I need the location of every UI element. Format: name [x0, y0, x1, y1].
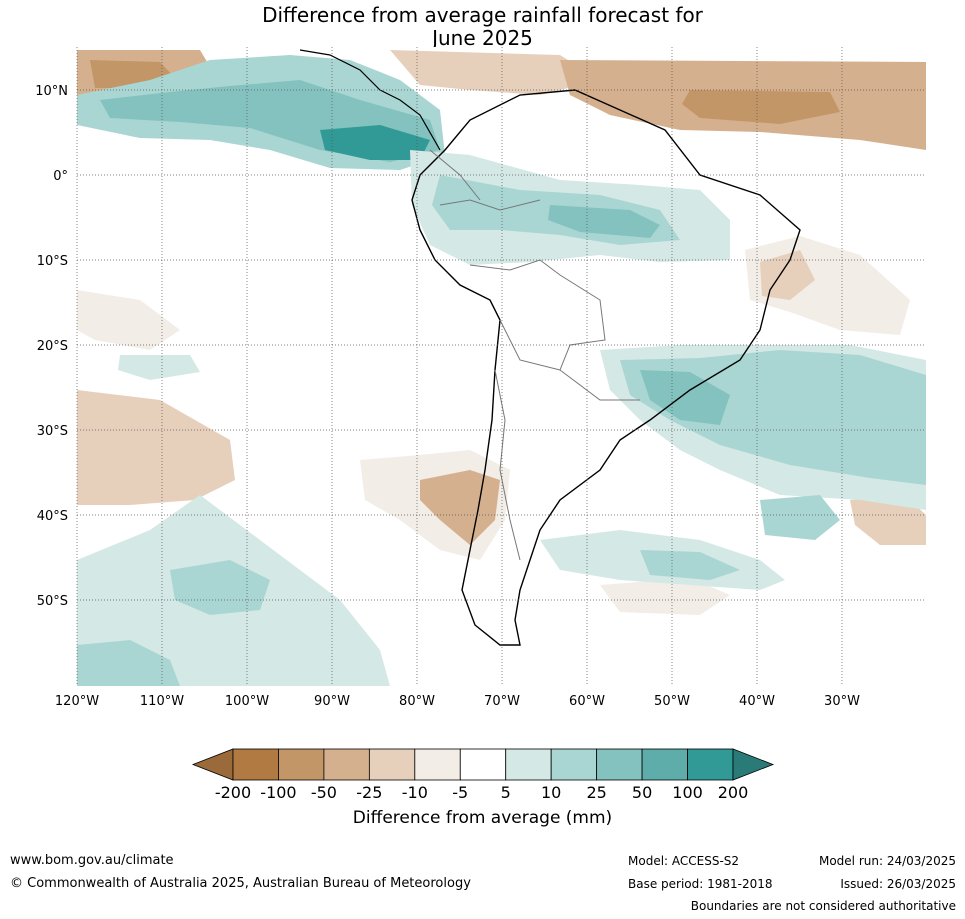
legend-tick-label: -100 — [260, 783, 296, 802]
wet-anomaly-regions — [77, 55, 926, 686]
lat-label: 20°S — [37, 339, 68, 354]
lon-label: 120°W — [55, 694, 99, 709]
issued-text: Issued: 26/03/2025 — [840, 877, 956, 891]
legend-tick-label: 25 — [586, 783, 606, 802]
copyright-text: © Commonwealth of Australia 2025, Austra… — [10, 876, 471, 891]
lat-label: 10°S — [37, 254, 68, 269]
legend-title: Difference from average (mm) — [352, 808, 613, 828]
disclaimer-text: Boundaries are not considered authoritat… — [690, 899, 956, 913]
wet-region-argentina-coast-core — [640, 550, 740, 580]
model-run-text: Model run: 24/03/2025 — [818, 854, 956, 868]
lon-label: 100°W — [225, 694, 269, 709]
wet-region-east-pacific-small — [118, 355, 200, 380]
dry-region-south-atlantic — [850, 495, 926, 545]
lon-label: 60°W — [569, 694, 605, 709]
title-line-1: Difference from average rainfall forecas… — [262, 3, 703, 27]
legend-swatch — [278, 748, 325, 781]
legend-tick-label: -5 — [452, 783, 468, 802]
wet-region-south-atlantic — [760, 495, 840, 540]
dry-region-brazil-east-core — [760, 250, 815, 300]
lat-label: 10°N — [35, 84, 68, 99]
lon-label: 30°W — [824, 694, 860, 709]
legend-tick-label: 50 — [632, 783, 652, 802]
dry-region-caribbean — [390, 50, 600, 95]
lat-label: 40°S — [37, 509, 68, 524]
colour-legend: -200 -100 -50 -25 -10 -5 5 10 25 50 100 200 — [191, 748, 775, 802]
dry-region-patagonia-ocean — [600, 578, 730, 615]
legend-tick-label: 5 — [501, 783, 511, 802]
legend-tick-label: -10 — [402, 783, 428, 802]
legend-arrow-low — [191, 748, 234, 781]
legend-swatch — [505, 748, 552, 781]
south-america-outline — [411, 89, 801, 646]
chart-title: Difference from average rainfall forecas… — [0, 4, 965, 50]
lat-label: 50°S — [37, 594, 68, 609]
latitude-labels: 10°N 0° 10°S 20°S 30°S 40°S 50°S — [35, 84, 68, 609]
lon-label: 90°W — [314, 694, 350, 709]
lon-label: 80°W — [399, 694, 435, 709]
legend-swatch — [232, 748, 279, 781]
legend-swatch — [687, 748, 734, 781]
legend-tick-label: 100 — [672, 783, 703, 802]
legend-tick-label: -25 — [356, 783, 382, 802]
wet-region-panama-core — [320, 125, 430, 160]
lon-label: 110°W — [140, 694, 184, 709]
dry-region-east-pacific-light — [77, 290, 180, 350]
legend-tick-label: -200 — [215, 783, 251, 802]
legend-swatch — [459, 748, 507, 781]
legend-swatch — [368, 748, 416, 781]
lat-label: 30°S — [37, 424, 68, 439]
country-boundaries — [429, 149, 640, 561]
gridlines — [76, 47, 926, 686]
longitude-labels: 120°W 110°W 100°W 90°W 80°W 70°W 60°W 50… — [55, 694, 860, 709]
legend-swatch — [323, 748, 370, 781]
lon-label: 40°W — [739, 694, 775, 709]
wet-region-amazon-deep — [548, 205, 660, 238]
legend-swatch — [414, 748, 461, 781]
legend-swatch — [596, 748, 643, 781]
wet-region-south-pacific-core — [77, 640, 180, 686]
legend-tick-label: 200 — [718, 783, 749, 802]
legend-swatch — [641, 748, 688, 781]
wet-region-south-pacific-mid — [170, 560, 270, 615]
dry-anomaly-regions — [77, 50, 926, 615]
dry-region-chile-core — [420, 470, 500, 545]
legend-arrow-high — [732, 748, 775, 781]
lat-label: 0° — [53, 169, 68, 184]
legend-tick-label: -50 — [311, 783, 337, 802]
dry-region-north-atlantic-core — [682, 90, 840, 124]
website-link[interactable]: www.bom.gov.au/climate — [10, 853, 174, 868]
wet-region-se-brazil-deep — [640, 370, 730, 425]
legend-tick-label: 10 — [541, 783, 561, 802]
legend-swatch — [550, 748, 598, 781]
lon-label: 70°W — [484, 694, 520, 709]
lon-label: 50°W — [654, 694, 690, 709]
title-line-2: June 2025 — [432, 26, 533, 50]
dry-region-east-pacific — [77, 390, 235, 505]
model-text: Model: ACCESS-S2 — [628, 854, 740, 868]
base-period-text: Base period: 1981-2018 — [628, 877, 773, 891]
